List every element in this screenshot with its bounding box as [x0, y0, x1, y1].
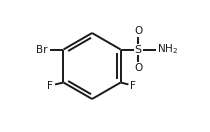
- Text: O: O: [134, 26, 142, 36]
- Text: F: F: [47, 81, 52, 91]
- Text: O: O: [134, 63, 142, 73]
- Text: F: F: [130, 81, 136, 91]
- Text: Br: Br: [36, 44, 47, 55]
- Text: S: S: [135, 44, 142, 55]
- Text: NH$_2$: NH$_2$: [157, 42, 178, 56]
